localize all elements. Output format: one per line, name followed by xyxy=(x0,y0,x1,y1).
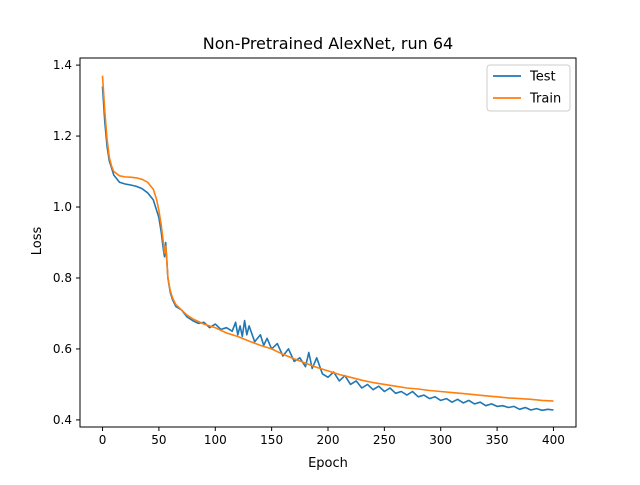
x-tick-label: 350 xyxy=(486,433,509,447)
y-axis-label: Loss xyxy=(30,227,45,256)
y-tick-label: 1.4 xyxy=(53,58,72,72)
chart-title: Non-Pretrained AlexNet, run 64 xyxy=(203,34,453,53)
x-tick-label: 100 xyxy=(204,433,227,447)
y-tick-label: 1.2 xyxy=(53,129,72,143)
axes: 0 50 100 150 200 250 300 350 400 0.4 0.6 0.8 1.0 1.2 1… xyxy=(53,57,577,447)
y-tick-label: 0.6 xyxy=(53,342,72,356)
legend-label-train: Train xyxy=(529,92,561,107)
x-tick-label: 400 xyxy=(542,433,565,447)
legend-label-test: Test xyxy=(529,70,556,85)
x-tick-label: 0 xyxy=(99,433,107,447)
series-line-train xyxy=(101,75,554,402)
x-tick-label: 200 xyxy=(317,433,340,447)
x-tick-label: 150 xyxy=(260,433,283,447)
x-axis-label: Epoch xyxy=(308,456,348,471)
legend: Test Train xyxy=(486,64,571,112)
y-tick-label: 1.0 xyxy=(53,200,72,214)
plot-area xyxy=(101,75,554,412)
y-tick-label: 0.8 xyxy=(53,271,72,285)
x-tick-label: 300 xyxy=(429,433,452,447)
x-tick-label: 250 xyxy=(373,433,396,447)
y-tick-label: 0.4 xyxy=(53,413,72,427)
x-tick-label: 50 xyxy=(151,433,166,447)
